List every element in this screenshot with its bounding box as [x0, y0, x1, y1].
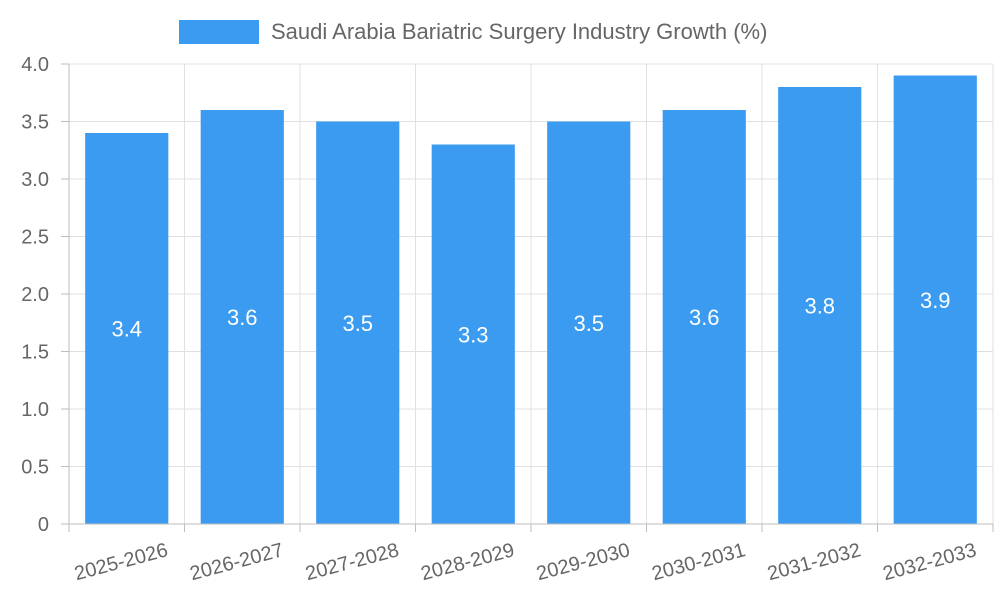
- bar-2028-2029[interactable]: [431, 144, 515, 525]
- y-tick-label: 1.0: [21, 399, 49, 421]
- bar-2025-2026[interactable]: [85, 133, 169, 524]
- legend-label: Saudi Arabia Bariatric Surgery Industry …: [271, 19, 767, 44]
- y-tick-label: 0: [38, 514, 49, 536]
- value-label: 3.5: [342, 311, 373, 336]
- value-label: 3.6: [227, 305, 258, 330]
- x-axis: 2025-2026 2026-2027 2027-2028 2028-2029 2029…: [68, 523, 994, 585]
- x-tick-label: 2032-2033: [881, 539, 979, 585]
- y-tick-label: 3.0: [21, 169, 49, 191]
- value-label: 3.6: [689, 305, 720, 330]
- y-tick-label: 2.0: [21, 284, 49, 306]
- value-label: 3.9: [920, 288, 951, 313]
- legend[interactable]: Saudi Arabia Bariatric Surgery Industry …: [179, 19, 767, 44]
- x-tick-label: 2025-2026: [72, 539, 170, 585]
- legend-swatch: [179, 20, 259, 44]
- y-tick-label: 1.5: [21, 342, 49, 364]
- y-axis: 0 0.5 1.0 1.5 2.0 2.5 3.0 3.5 4.0: [21, 54, 70, 536]
- value-labels: 3.4 3.6 3.5 3.3 3.5 3.6 3.8 3.9: [111, 288, 950, 348]
- bar-2030-2031[interactable]: [662, 110, 746, 524]
- value-label: 3.3: [458, 322, 489, 347]
- bars: [85, 75, 977, 525]
- bar-2031-2032[interactable]: [778, 87, 862, 524]
- bar-2029-2030[interactable]: [547, 121, 631, 525]
- bar-2032-2033[interactable]: [893, 75, 977, 525]
- x-tick-label: 2028-2029: [419, 539, 517, 585]
- y-tick-label: 3.5: [21, 112, 49, 134]
- x-tick-label: 2031-2032: [765, 539, 863, 585]
- x-tick-label: 2026-2027: [188, 539, 286, 585]
- y-tick-label: 2.5: [21, 227, 49, 249]
- value-label: 3.5: [573, 311, 604, 336]
- value-label: 3.8: [804, 294, 835, 319]
- y-tick-label: 0.5: [21, 457, 49, 479]
- x-tick-label: 2029-2030: [534, 539, 632, 585]
- y-tick-label: 4.0: [21, 54, 49, 76]
- x-tick-label: 2027-2028: [303, 539, 401, 585]
- bar-2026-2027[interactable]: [200, 110, 284, 524]
- x-tick-label: 2030-2031: [650, 539, 748, 585]
- bar-2027-2028[interactable]: [316, 121, 400, 525]
- value-label: 3.4: [111, 317, 142, 342]
